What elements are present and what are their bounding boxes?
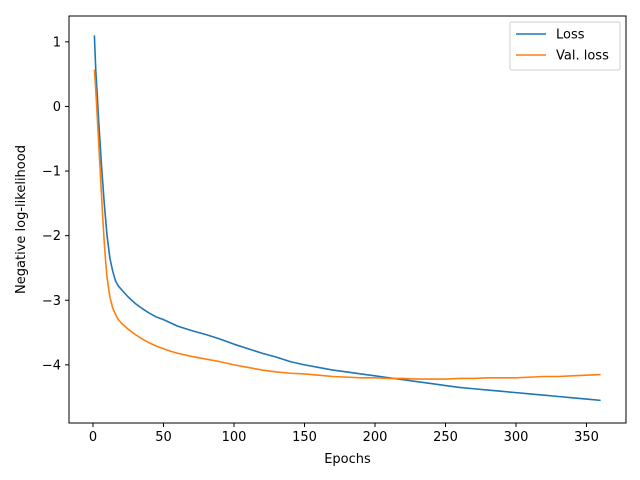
legend: Loss Val. loss — [509, 21, 621, 71]
x-axis-label: Epochs — [324, 452, 371, 467]
series-line-val-loss — [93, 69, 601, 380]
x-tick-label: 200 — [363, 430, 388, 445]
x-tick-label: 0 — [89, 430, 97, 445]
x-axis-ticks: 0 50 100 150 200 250 300 350 — [89, 423, 599, 445]
x-tick-label: 250 — [433, 430, 458, 445]
x-tick-label: 150 — [292, 430, 317, 445]
series-line-loss — [93, 35, 601, 402]
y-tick-label: 0 — [53, 100, 61, 115]
y-tick-label: 1 — [53, 35, 61, 50]
y-axis-label: Negative log-likelihood — [14, 145, 29, 294]
legend-label-val-loss: Val. loss — [556, 49, 609, 64]
plot-area-background — [69, 16, 626, 423]
x-tick-label: 350 — [574, 430, 599, 445]
series-layer — [93, 35, 601, 402]
y-tick-label: −3 — [42, 294, 61, 309]
y-axis-ticks: 1 0 −1 −2 −3 −4 — [42, 35, 69, 373]
legend-label-loss: Loss — [556, 28, 585, 43]
x-tick-label: 100 — [222, 430, 247, 445]
x-tick-label: 50 — [155, 430, 172, 445]
y-tick-label: −2 — [42, 229, 61, 244]
plot-frame — [68, 15, 627, 424]
axes-layer — [68, 15, 627, 424]
y-tick-label: −4 — [42, 358, 61, 373]
y-tick-label: −1 — [42, 165, 61, 180]
x-tick-label: 300 — [504, 430, 529, 445]
